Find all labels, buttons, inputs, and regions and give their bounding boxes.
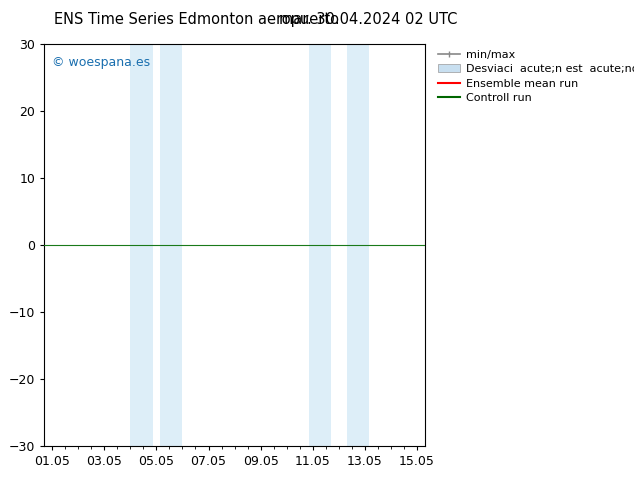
Text: ENS Time Series Edmonton aeropuerto: ENS Time Series Edmonton aeropuerto xyxy=(54,12,339,27)
Bar xyxy=(309,44,331,446)
Legend: min/max, Desviaci  acute;n est  acute;ndar, Ensemble mean run, Controll run: min/max, Desviaci acute;n est acute;ndar… xyxy=(438,49,634,103)
Bar xyxy=(347,44,369,446)
Bar xyxy=(131,44,153,446)
Bar xyxy=(160,44,183,446)
Text: mar. 30.04.2024 02 UTC: mar. 30.04.2024 02 UTC xyxy=(278,12,457,27)
Text: © woespana.es: © woespana.es xyxy=(52,56,150,69)
